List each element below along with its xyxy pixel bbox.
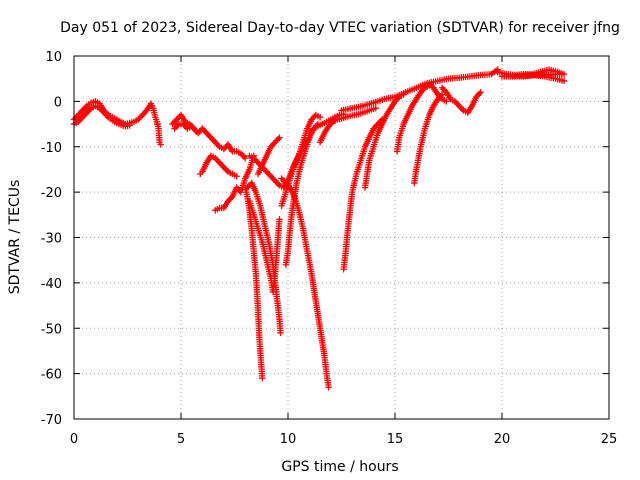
- data-points: [70, 66, 568, 391]
- data-point: [372, 104, 379, 112]
- series-arc-early-2: [70, 102, 133, 130]
- x-tick-label: 0: [70, 432, 78, 447]
- data-point: [233, 173, 240, 180]
- series-arc-early: [70, 98, 161, 128]
- data-point: [126, 122, 133, 129]
- data-point: [277, 329, 284, 336]
- data-point: [157, 141, 164, 148]
- data-point: [316, 114, 324, 121]
- series-arc-morning: [169, 111, 249, 162]
- series-rise-9b: [254, 134, 283, 178]
- y-tick-label: -40: [41, 277, 62, 292]
- data-point: [477, 89, 484, 96]
- data-point: [276, 134, 283, 141]
- y-tick-label: -70: [41, 413, 62, 428]
- series-dip-10.1: [282, 120, 322, 268]
- data-point: [192, 127, 200, 135]
- series-arc-mid-low: [197, 152, 240, 180]
- series-arc-16: [411, 91, 446, 187]
- y-tick-label: -20: [41, 186, 62, 201]
- x-tick-label: 5: [177, 432, 185, 447]
- tick-layer: 0 5 10 15 20 25 10 0 -10 -20 -30 -40 -50 -60 -70: [41, 50, 618, 447]
- series-arc-14-ramp: [361, 91, 407, 191]
- series-arc-scatter-4h: [154, 120, 164, 148]
- y-tick-label: -10: [41, 141, 62, 156]
- data-point: [443, 98, 450, 105]
- chart-title: Day 051 of 2023, Sidereal Day-to-day VTE…: [60, 20, 620, 36]
- data-point: [242, 154, 249, 162]
- series-arc-11-14b: [306, 110, 347, 137]
- series-dip-9.3: [246, 198, 283, 296]
- x-tick-label: 10: [280, 432, 297, 447]
- series-arc-late: [494, 66, 568, 85]
- series-arc-mid-scatter: [212, 152, 257, 214]
- y-tick-label: -50: [41, 322, 62, 337]
- series-arc-18: [438, 84, 484, 116]
- plot-frame: [73, 55, 610, 420]
- y-tick-label: 0: [54, 95, 62, 110]
- y-tick-label: -30: [41, 232, 62, 247]
- series-arc-upper-ramp: [338, 66, 501, 114]
- y-tick-label: 10: [45, 50, 62, 65]
- x-axis-label: GPS time / hours: [281, 459, 398, 475]
- data-point: [560, 77, 568, 85]
- y-axis-label: SDTVAR / TECUs: [7, 180, 23, 295]
- series-rise-10: [278, 111, 324, 209]
- series-dip-9.6: [244, 179, 284, 336]
- data-point: [259, 374, 266, 382]
- x-tick-label: 25: [601, 432, 618, 447]
- series-arc-15: [393, 82, 433, 155]
- x-tick-label: 20: [494, 432, 511, 447]
- series-arc-morning-2: [171, 120, 200, 135]
- x-tick-label: 15: [387, 432, 404, 447]
- data-point: [276, 216, 283, 223]
- y-tick-label: -60: [41, 368, 62, 383]
- series-arc-17b: [426, 80, 450, 105]
- data-point: [325, 384, 332, 391]
